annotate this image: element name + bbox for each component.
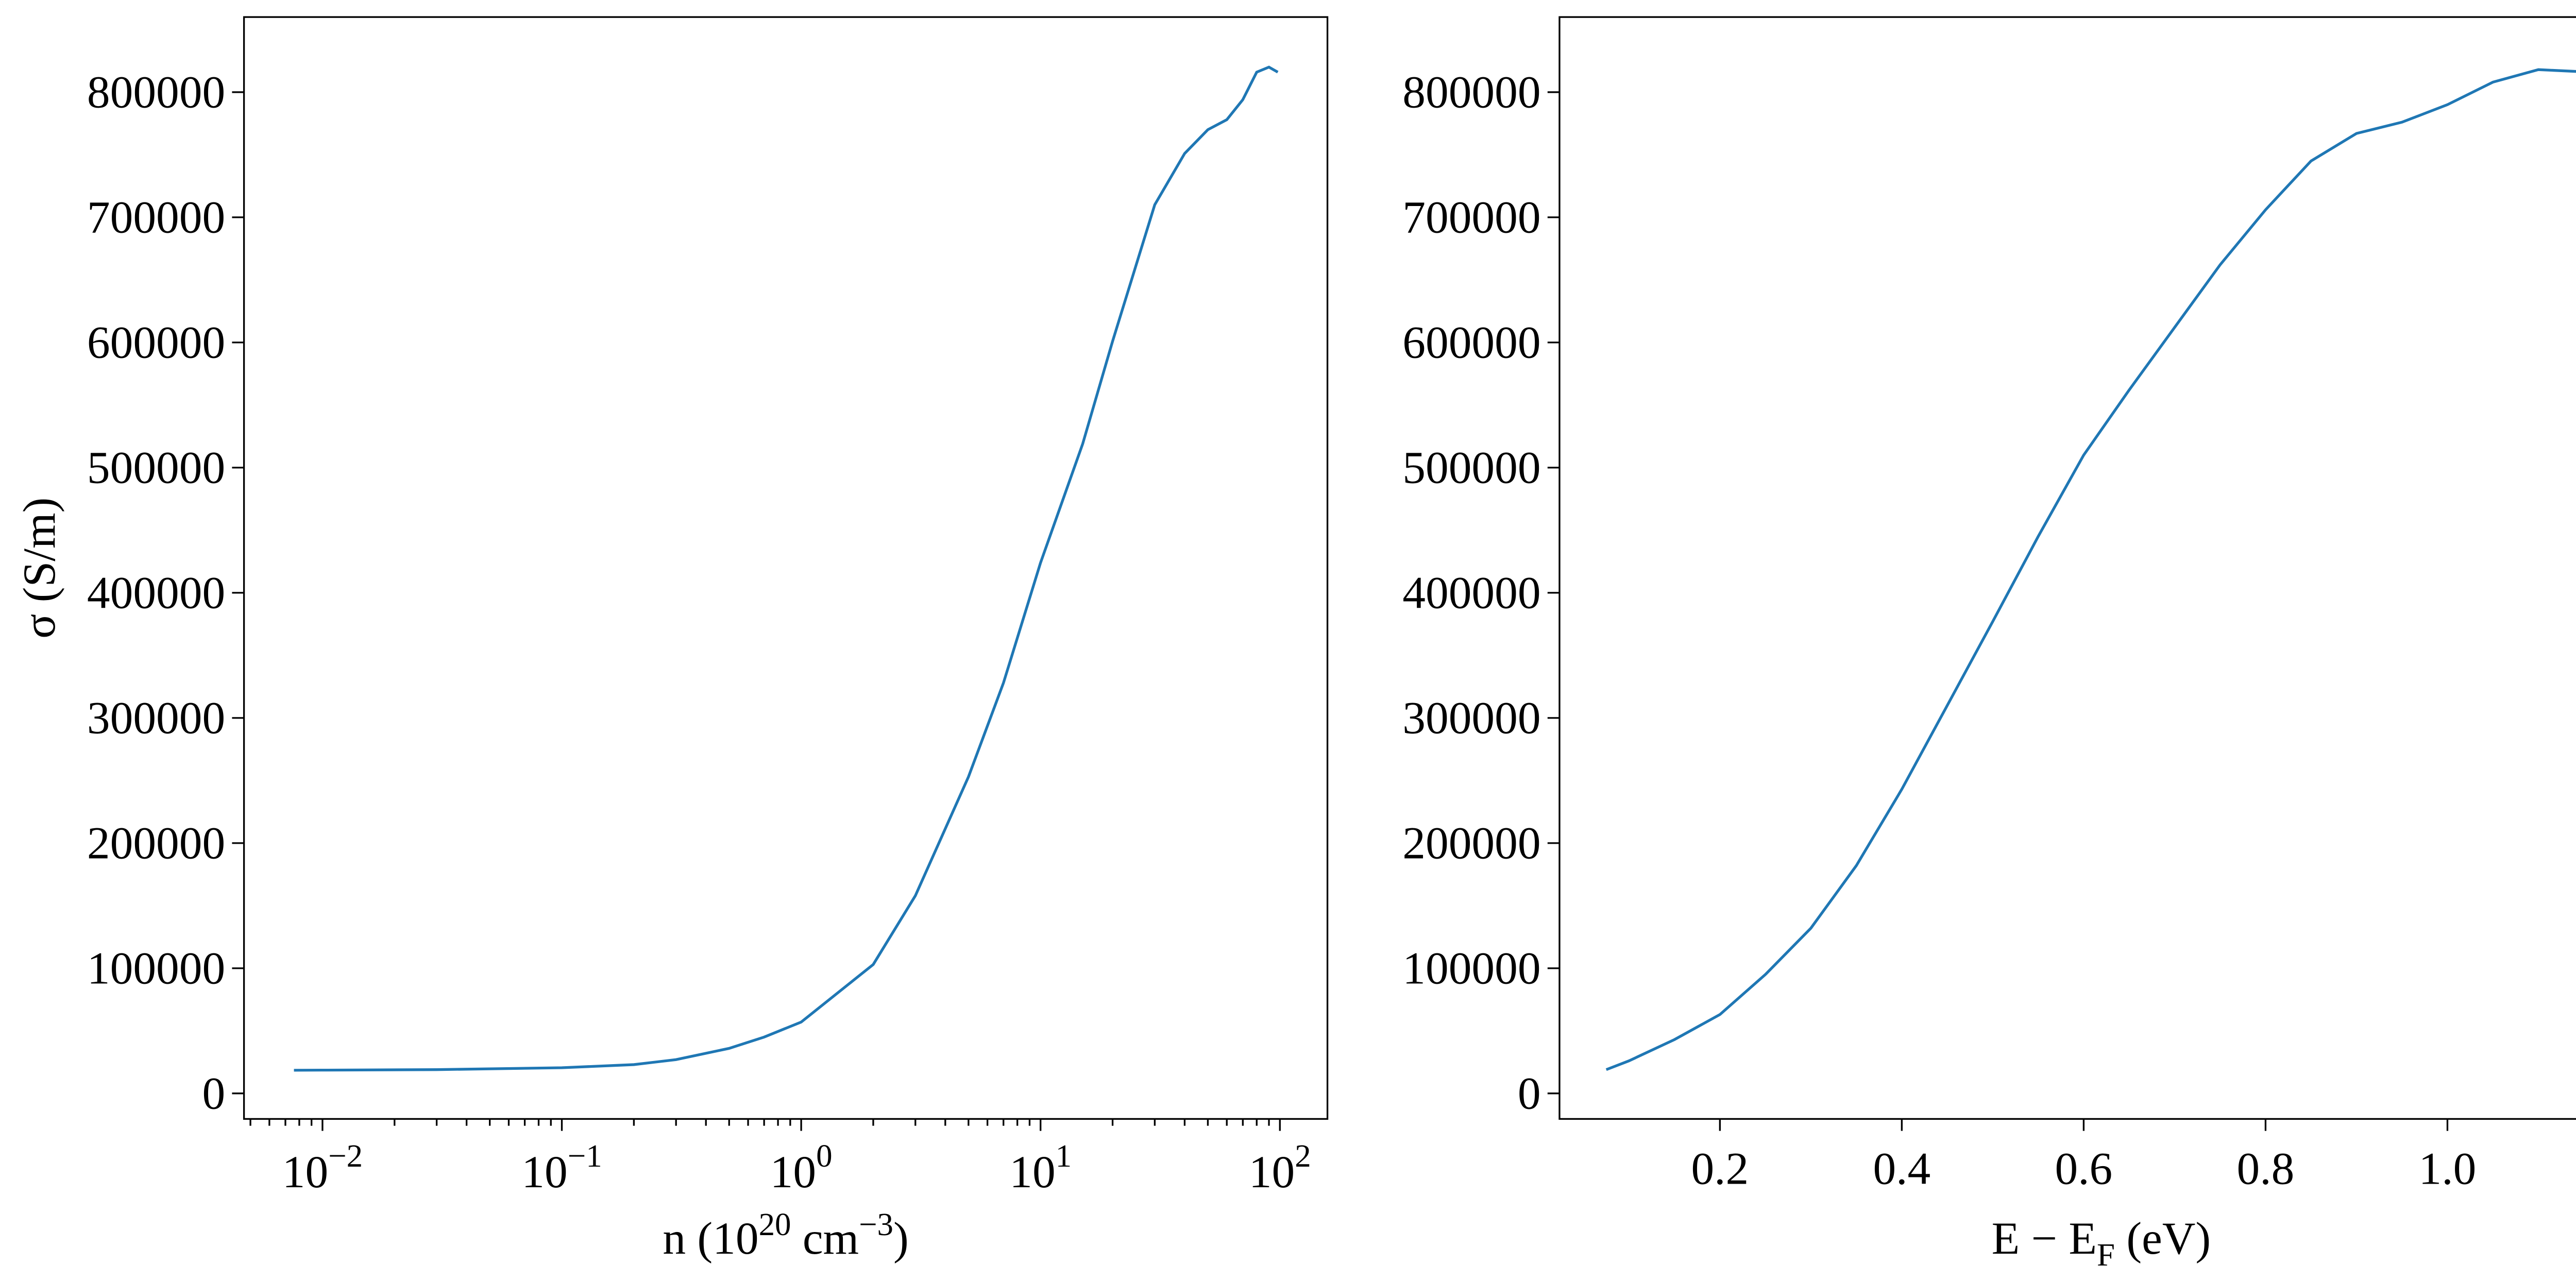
y-tick-label: 700000 (87, 192, 225, 243)
x-tick-label: 102 (1249, 1138, 1311, 1198)
x-axis-label-part: ) (893, 1213, 909, 1264)
y-tick-label: 300000 (87, 693, 225, 744)
y-tick-label: 500000 (87, 442, 225, 493)
x-axis-label-part: E − E (1992, 1213, 2097, 1264)
tick-exponent: −1 (568, 1138, 602, 1174)
x-axis-label-part: F (2097, 1237, 2115, 1273)
x-axis-label-part: cm (791, 1213, 859, 1264)
tick-base: 10 (282, 1147, 328, 1198)
x-axis-label: n (1020 cm−3) (663, 1206, 908, 1264)
tick-base: 10 (1249, 1147, 1295, 1198)
y-tick-label: 600000 (87, 317, 225, 368)
y-tick-label: 800000 (1402, 67, 1540, 118)
y-tick-label: 700000 (1402, 192, 1540, 243)
axes-frame (243, 16, 1329, 1120)
tick-base: 10 (1009, 1147, 1055, 1198)
data-line (294, 65, 1279, 1072)
x-tick-label: 0.2 (1691, 1143, 1749, 1194)
tick-exponent: 2 (1295, 1138, 1311, 1174)
x-tick-label: 0.4 (1873, 1143, 1930, 1194)
x-axis-label-part: −3 (859, 1206, 893, 1242)
y-tick-label: 0 (202, 1068, 225, 1119)
x-tick-label: 10−1 (521, 1138, 602, 1198)
x-axis-label-part: n (10 (663, 1213, 758, 1264)
panel: 0 100000 200000 300000 400000 500000 600000 700… (14, 16, 1329, 1264)
x-axis-label: E − EF (eV) (1992, 1213, 2211, 1273)
y-tick-label: 300000 (1402, 693, 1540, 744)
axes-frame (1558, 16, 2576, 1120)
y-tick-label: 200000 (87, 818, 225, 869)
x-axis-label-part: 20 (759, 1206, 791, 1242)
y-tick-label: 600000 (1402, 317, 1540, 368)
y-tick-label: 100000 (87, 943, 225, 994)
y-tick-label: 500000 (1402, 442, 1540, 493)
y-tick-label: 800000 (87, 67, 225, 118)
y-tick-label: 0 (1518, 1068, 1541, 1119)
x-tick-label: 101 (1009, 1138, 1072, 1198)
y-tick-label: 100000 (1402, 943, 1540, 994)
x-tick-label: 10−2 (282, 1138, 363, 1198)
x-axis-label-part: (eV) (2115, 1213, 2211, 1264)
x-tick-label: 0.6 (2055, 1143, 2113, 1194)
y-tick-label: 400000 (87, 568, 225, 619)
tick-exponent: 0 (816, 1138, 832, 1174)
x-tick-label: 1.0 (2419, 1143, 2477, 1194)
tick-exponent: −2 (328, 1138, 363, 1174)
tick-exponent: 1 (1056, 1138, 1072, 1174)
y-tick-label: 200000 (1402, 818, 1540, 869)
x-tick-label: 0.8 (2237, 1143, 2295, 1194)
y-tick-label: 400000 (1402, 568, 1540, 619)
tick-base: 10 (770, 1147, 816, 1198)
y-axis-label: σ (S/m) (14, 498, 65, 639)
tick-base: 10 (521, 1147, 567, 1198)
data-line (1605, 68, 2576, 1071)
panel: 0 100000 200000 300000 400000 500000 600000 700… (1402, 16, 2576, 1273)
x-tick-label: 100 (770, 1138, 833, 1198)
